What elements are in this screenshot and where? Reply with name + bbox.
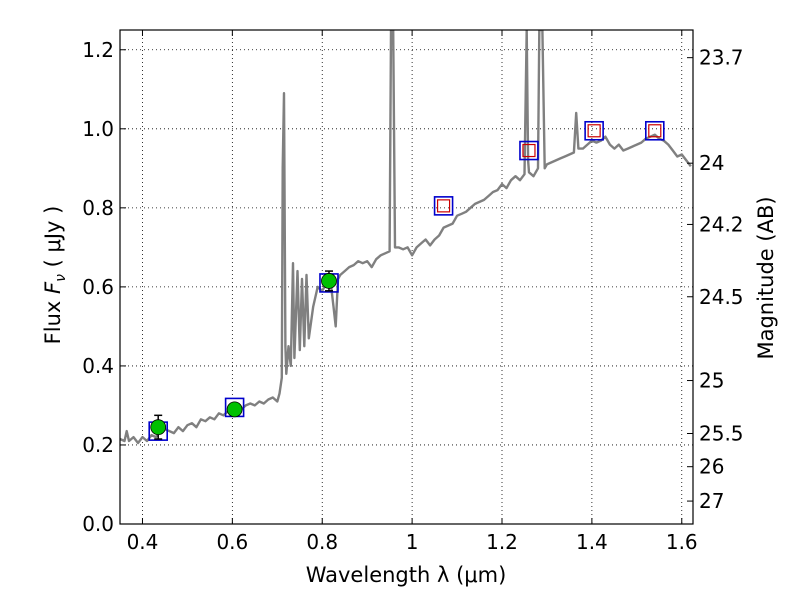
x-tick-label: 0.4 (127, 530, 159, 554)
x-tick-label: 1 (406, 530, 419, 554)
y-tick-label: 0.2 (82, 433, 114, 457)
limit-marker-square (522, 143, 536, 158)
y-axis-label-symbol: F (41, 281, 65, 294)
y-tick-label: 0.0 (82, 512, 114, 536)
y-tick-label: 0.8 (82, 196, 114, 220)
plot-frame (119, 29, 694, 525)
y-axis-label-suffix: ( μJy ) (41, 206, 65, 274)
y2-tick-label: 27 (699, 489, 724, 513)
y-tick-label: 1.2 (82, 38, 114, 62)
y-axis-label-subscript: ν (53, 274, 69, 282)
y-axis-label: Flux Fν ( μJy ) (41, 206, 69, 345)
y-tick-label: 1.0 (82, 117, 114, 141)
model-photometry-square (433, 196, 454, 216)
plot-area (120, 30, 692, 445)
y2-tick-label: 26 (699, 455, 724, 479)
y-axis-label-prefix: Flux (41, 294, 65, 344)
observed-photometry-point (150, 419, 167, 436)
spectrum-line (120, 30, 692, 445)
observed-photometry-point (226, 401, 243, 418)
model-photometry-square (644, 120, 665, 141)
y2-tick-label: 24.2 (699, 212, 744, 236)
y2-tick-label: 25.5 (699, 421, 744, 445)
limit-marker-square (648, 124, 662, 138)
limit-marker-square (587, 124, 601, 138)
model-photometry-square (519, 140, 539, 161)
axis-ticks: 0.4 0.6 0.8 1 1.2 1.4 1.6 0.0 0.2 0.4 0.6 0.8 1.0 1.2… (82, 30, 744, 554)
x-tick-label: 1.2 (486, 530, 518, 554)
y-tick-label: 0.6 (82, 275, 114, 299)
x-tick-label: 0.8 (306, 530, 338, 554)
x-tick-label: 0.6 (216, 530, 248, 554)
x-tick-label: 1.6 (666, 530, 698, 554)
y2-tick-label: 25 (699, 369, 724, 393)
y2-tick-label: 24.5 (699, 285, 744, 309)
model-photometry-square (584, 120, 604, 141)
y-tick-label: 0.4 (82, 354, 114, 378)
limit-marker-square (436, 199, 451, 213)
plot-series (120, 30, 692, 445)
right-axis-label: Magnitude (AB) (754, 196, 778, 359)
x-axis-label: Wavelength λ (μm) (306, 563, 507, 587)
x-tick-label: 1.4 (576, 530, 608, 554)
y2-tick-label: 24 (699, 151, 724, 175)
grid-lines (120, 30, 693, 525)
y2-tick-label: 23.7 (699, 46, 744, 70)
observed-photometry-point (321, 273, 337, 289)
